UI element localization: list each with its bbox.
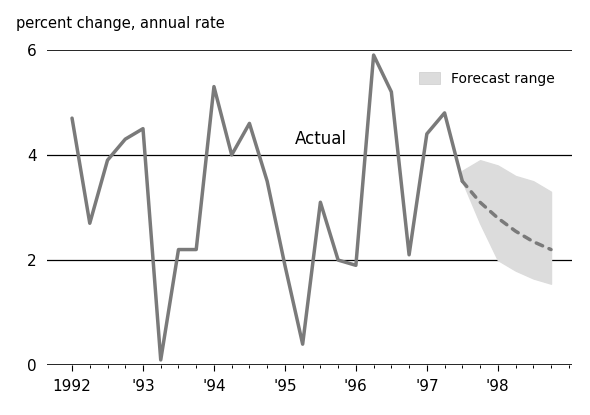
Legend: Forecast range: Forecast range [414,66,560,91]
Text: percent change, annual rate: percent change, annual rate [16,16,224,31]
Text: Actual: Actual [294,130,346,148]
